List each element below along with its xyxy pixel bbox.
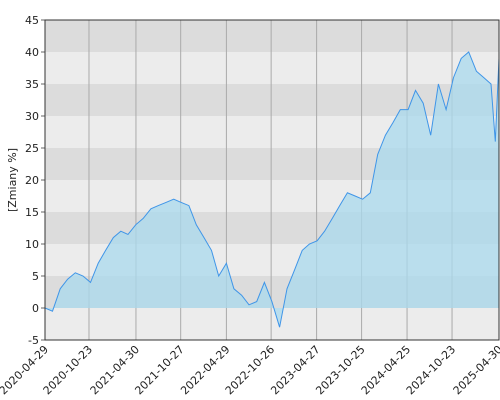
plot-frame <box>44 19 500 341</box>
grid-band <box>45 20 499 52</box>
y-axis-label: [Zmiany %] <box>6 148 19 212</box>
grid-band <box>45 308 499 340</box>
y-tick-label: 25 <box>25 142 39 155</box>
y-tick-label: 45 <box>25 14 39 27</box>
y-tick-label: 20 <box>25 174 39 187</box>
y-tick-label: 35 <box>25 78 39 91</box>
grid-band <box>45 52 499 84</box>
y-tick-label: 10 <box>25 238 39 251</box>
area <box>45 52 499 328</box>
grid-band <box>45 84 499 116</box>
y-tick-label: -5 <box>28 334 39 347</box>
x-tick-label: 2025-04-30 <box>451 343 500 397</box>
line <box>44 51 500 328</box>
y-tick-label: 5 <box>32 270 39 283</box>
y-tick-label: 0 <box>32 302 39 315</box>
y-tick-label: 30 <box>25 110 39 123</box>
y-tick-label: 15 <box>25 206 39 219</box>
y-tick-label: 40 <box>25 46 39 59</box>
